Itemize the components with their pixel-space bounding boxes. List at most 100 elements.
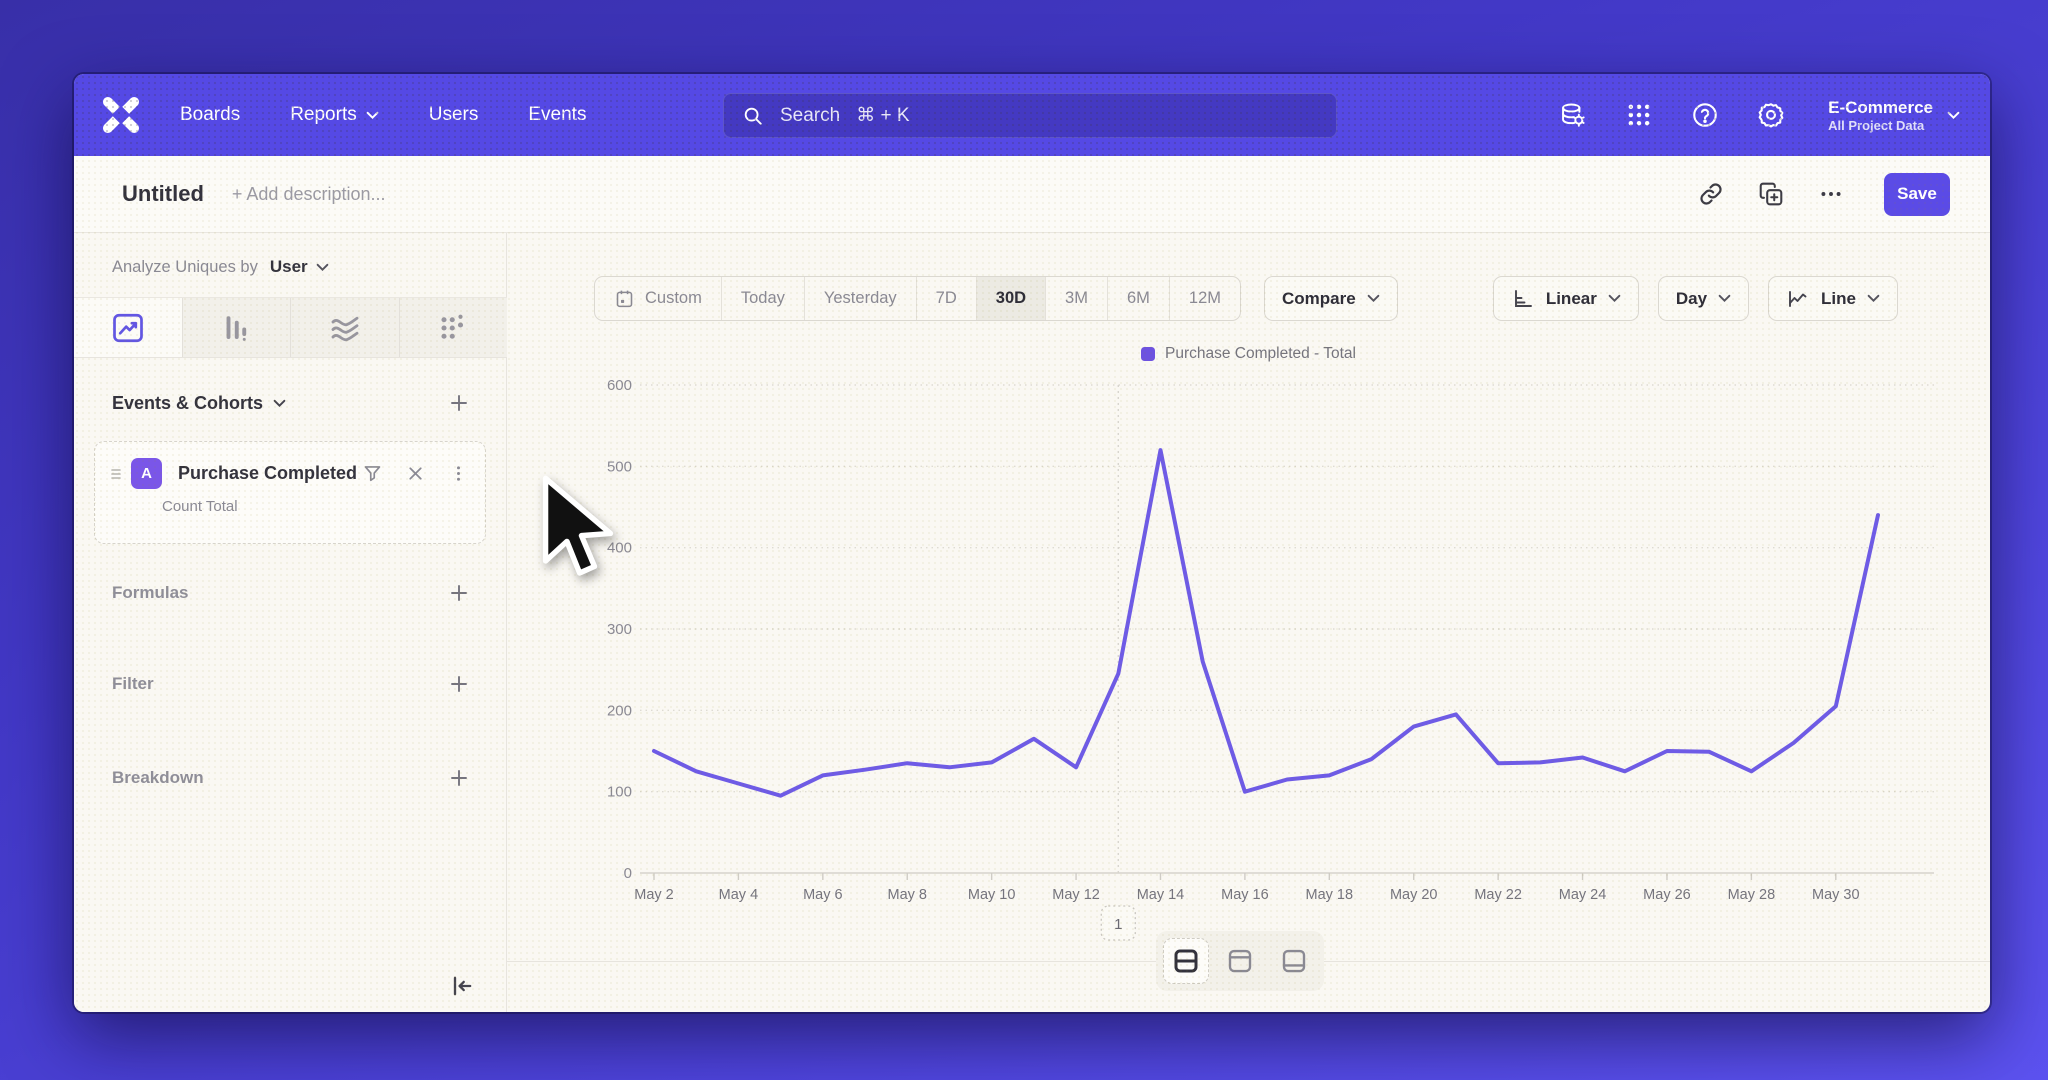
analyze-unit-dropdown[interactable]: User (269, 257, 308, 276)
chevron-down-icon (1947, 111, 1960, 119)
copy-link-button[interactable] (1696, 179, 1726, 209)
range-label: Today (740, 289, 785, 307)
event-series-badge: A (131, 458, 162, 489)
range-6m[interactable]: 6M (1108, 277, 1170, 320)
annotation-marker[interactable] (1100, 905, 1136, 941)
bar-chart-tab-icon (226, 315, 247, 341)
x-axis-tick: May 18 (1306, 887, 1354, 903)
events-cohorts-row: Events & Cohorts (112, 385, 472, 421)
add-formula-button[interactable] (446, 580, 472, 606)
chart-legend: Purchase Completed - Total (507, 345, 1990, 363)
interval-dropdown[interactable]: Day (1657, 276, 1750, 321)
chart-style-label: Line (1821, 288, 1856, 308)
tab-line-chart[interactable] (74, 298, 183, 357)
range-7d[interactable]: 7D (917, 277, 977, 320)
x-axis-tick: May 12 (1052, 887, 1100, 903)
range-custom[interactable]: Custom (595, 277, 722, 320)
search-input[interactable]: Search ⌘ + K (723, 93, 1337, 138)
chevron-down-icon (1718, 294, 1731, 303)
range-12m[interactable]: 12M (1170, 277, 1240, 320)
titlebar-actions: Save (1696, 172, 1950, 216)
layout-chart-only-button[interactable] (1217, 938, 1263, 984)
tab-metrics[interactable] (399, 298, 507, 357)
compare-button[interactable]: Compare (1264, 276, 1398, 321)
event-aggregation[interactable]: Count Total (162, 498, 238, 515)
add-filter-button[interactable] (446, 671, 472, 697)
legend-item[interactable]: Purchase Completed - Total (1141, 345, 1356, 363)
y-axis-tick: 200 (607, 702, 632, 719)
primary-nav: Boards Reports Users Events (180, 104, 586, 126)
range-label: Yesterday (823, 289, 897, 307)
collapse-sidebar-button[interactable] (448, 972, 476, 1000)
help-button[interactable] (1690, 100, 1720, 130)
linear-axis-icon (1514, 289, 1532, 307)
apps-grid-button[interactable] (1624, 100, 1654, 130)
chevron-down-icon (1867, 294, 1880, 303)
y-axis-tick: 500 (607, 458, 632, 475)
nav-item-events[interactable]: Events (528, 104, 586, 126)
events-cohorts-label: Events & Cohorts (112, 392, 264, 413)
event-name[interactable]: Purchase Completed (178, 463, 358, 483)
add-breakdown-button[interactable] (446, 765, 472, 791)
layout-split-icon (1174, 949, 1198, 973)
range-yesterday[interactable]: Yesterday (805, 277, 917, 320)
tab-stacked-chart[interactable] (291, 298, 400, 357)
plus-icon (451, 676, 467, 692)
kebab-menu-icon[interactable] (448, 463, 469, 484)
nav-item-reports[interactable]: Reports (290, 104, 379, 126)
chart-panel: Custom Today Yesterday 7D 30D 3M 6M 12M Compare (507, 233, 1990, 1012)
remove-event-icon[interactable] (405, 463, 426, 484)
gear-icon (1758, 103, 1784, 128)
filter-funnel-icon[interactable] (362, 463, 383, 484)
chevron-down-icon (273, 399, 286, 407)
chevron-down-icon (1608, 294, 1621, 303)
calendar-icon (616, 290, 633, 308)
display-controls: Linear Day (1492, 276, 1898, 321)
project-name: E-Commerce (1828, 97, 1933, 117)
chevron-down-icon[interactable] (316, 263, 329, 272)
events-cohorts-header[interactable]: Events & Cohorts (112, 393, 286, 414)
search-icon (744, 107, 762, 125)
database-gear-icon (1562, 103, 1585, 127)
chart-controls: Custom Today Yesterday 7D 30D 3M 6M 12M Compare (594, 276, 1898, 321)
filter-label: Filter (112, 674, 154, 693)
plus-icon (451, 585, 467, 601)
x-axis-tick: May 20 (1390, 887, 1438, 903)
report-title[interactable]: Untitled (122, 181, 204, 206)
x-axis-tick: May 10 (968, 887, 1016, 903)
mixpanel-logo[interactable] (100, 94, 142, 136)
range-3m[interactable]: 3M (1046, 277, 1108, 320)
plus-icon (451, 395, 467, 411)
chart-style-dropdown[interactable]: Line (1768, 276, 1898, 321)
duplicate-button[interactable] (1756, 179, 1786, 209)
range-today[interactable]: Today (722, 277, 805, 320)
nav-item-boards[interactable]: Boards (180, 104, 240, 126)
layout-split-button[interactable] (1163, 938, 1209, 984)
line-chart-svg: 0 100 200 300 400 500 600 May 2 May 4 May 6 May 8 M… (607, 377, 1934, 941)
range-label: Custom (645, 289, 702, 307)
project-switcher[interactable]: E-Commerce All Project Data (1828, 97, 1960, 133)
scale-dropdown[interactable]: Linear (1492, 276, 1639, 321)
settings-button[interactable] (1756, 100, 1786, 130)
y-axis-tick: 400 (607, 540, 632, 557)
event-card-header: A Purchase Completed (109, 458, 469, 489)
event-card-actions (362, 463, 469, 484)
add-event-button[interactable] (446, 390, 472, 416)
add-description-field[interactable]: + Add description... (231, 183, 386, 204)
save-button[interactable]: Save (1884, 172, 1950, 216)
link-icon (1700, 183, 1722, 205)
drag-handle-icon[interactable] (109, 464, 125, 484)
tab-bar-chart[interactable] (182, 298, 291, 357)
data-management-button[interactable] (1558, 100, 1588, 130)
series-line (652, 448, 1880, 798)
nav-item-label: Users (428, 104, 479, 125)
interval-label: Day (1675, 288, 1708, 308)
app-window: Boards Reports Users Events Search ⌘ + K (74, 74, 1990, 1012)
event-card[interactable]: A Purchase Completed (94, 441, 486, 544)
nav-item-users[interactable]: Users (429, 104, 479, 126)
more-options-button[interactable] (1816, 179, 1846, 209)
range-30d[interactable]: 30D (976, 277, 1047, 320)
range-label: 12M (1188, 289, 1221, 307)
layout-table-only-button[interactable] (1271, 938, 1317, 984)
